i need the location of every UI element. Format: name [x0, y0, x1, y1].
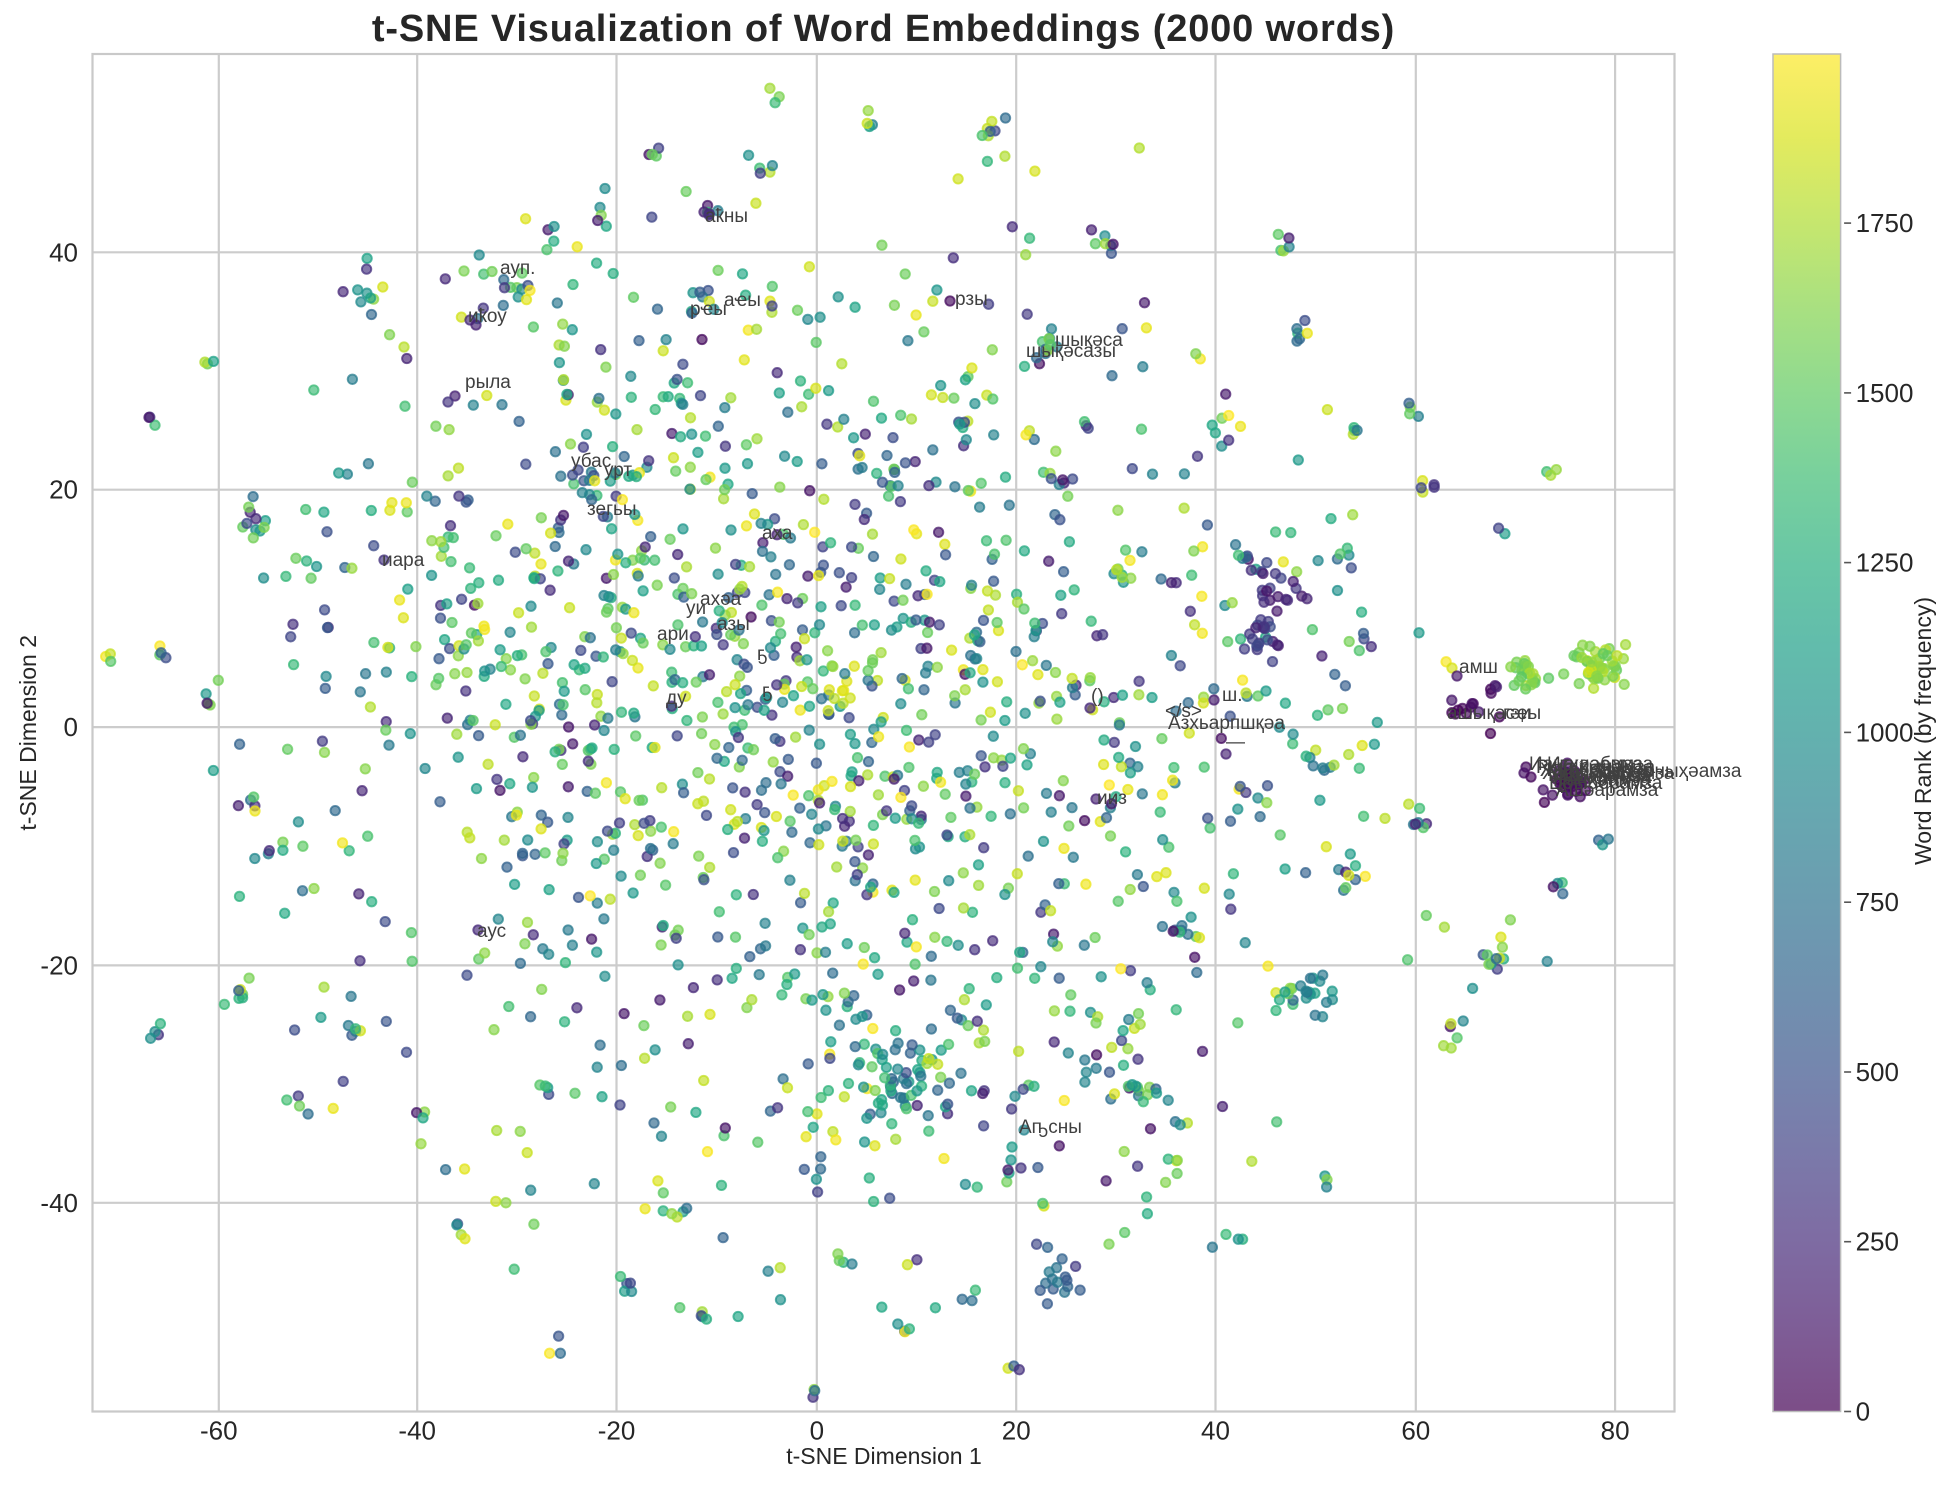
svg-text:зегьы: зегьы: [587, 499, 637, 520]
svg-text:Нанҳәамза: Нанҳәамза: [1553, 770, 1651, 791]
svg-text:Жәабранмза: Жәабранмза: [1540, 760, 1654, 781]
svg-text:250: 250: [1856, 1227, 1899, 1257]
svg-text:t-SNE Dimension 1: t-SNE Dimension 1: [786, 1443, 982, 1469]
svg-text:аҟны: аҟны: [705, 206, 748, 227]
svg-text:ахәа: ахәа: [700, 589, 742, 610]
svg-text:-40: -40: [398, 1416, 436, 1446]
svg-text:шықәса: шықәса: [1055, 330, 1123, 351]
svg-text:Ажьырныҳәамза: Ажьырныҳәамза: [1595, 761, 1742, 782]
svg-text:уи: уи: [686, 598, 706, 619]
svg-text:Азхьарпшқәа: Азхьарпшқәа: [1168, 713, 1285, 734]
svg-text:ш.: ш.: [1222, 685, 1243, 706]
svg-text:аус: аус: [477, 921, 506, 942]
svg-text:0: 0: [810, 1416, 824, 1446]
svg-text:750: 750: [1856, 887, 1899, 917]
svg-text:ду: ду: [666, 688, 687, 709]
svg-text:ауп.: ауп.: [500, 258, 535, 279]
svg-text:рыла: рыла: [465, 372, 511, 393]
svg-text:-40: -40: [40, 1188, 78, 1218]
svg-text:40: 40: [49, 237, 78, 267]
svg-text:Аҧсны: Аҧсны: [1019, 1117, 1082, 1138]
svg-text:0: 0: [64, 712, 78, 742]
svg-text:80: 80: [1601, 1416, 1630, 1446]
svg-text:—: —: [1226, 732, 1245, 753]
svg-text:Хәажәкырамза: Хәажәкырамза: [1542, 763, 1675, 784]
svg-text:ҕ: ҕ: [762, 681, 772, 702]
svg-text:0: 0: [1856, 1397, 1870, 1427]
svg-text:60: 60: [1401, 1416, 1430, 1446]
svg-text:ииз: ииз: [1097, 788, 1127, 809]
svg-text:500: 500: [1856, 1057, 1899, 1087]
svg-text:убас: убас: [571, 451, 611, 472]
svg-text:-20: -20: [40, 950, 78, 980]
svg-text:иара: иара: [382, 550, 425, 571]
svg-text:иҟоу: иҟоу: [468, 306, 507, 327]
svg-text:40: 40: [1201, 1416, 1230, 1446]
svg-text:ашықәсҿы: ашықәсҿы: [1447, 703, 1541, 724]
svg-text:</s>: </s>: [1165, 701, 1202, 722]
svg-text:Word Rank (by frequency): Word Rank (by frequency): [1910, 597, 1936, 865]
svg-text:амш: амш: [1459, 657, 1498, 678]
svg-text:Лаҵарамза: Лаҵарамза: [1551, 767, 1651, 788]
svg-text:-20: -20: [598, 1416, 636, 1446]
svg-text:-60: -60: [200, 1416, 238, 1446]
svg-text:шықәсазы: шықәсазы: [1026, 341, 1116, 362]
svg-text:азы: азы: [717, 614, 750, 635]
svg-text:1750: 1750: [1856, 208, 1914, 238]
svg-text:(): (): [1091, 686, 1104, 707]
svg-text:Мшаҧымза: Мшаҧымза: [1548, 765, 1652, 786]
svg-text:аҽы: аҽы: [724, 290, 761, 311]
svg-text:аха: аха: [762, 523, 793, 544]
svg-text:гәи: гәи: [1503, 703, 1531, 724]
svg-text:1500: 1500: [1856, 378, 1914, 408]
svg-text:Рыҧхынамза: Рыҧхынамза: [1536, 757, 1656, 778]
svg-text:20: 20: [1002, 1416, 1031, 1446]
svg-text:1000: 1000: [1856, 717, 1914, 747]
svg-text:t-SNE Visualization of Word Em: t-SNE Visualization of Word Embeddings (…: [372, 8, 1395, 50]
svg-text:20: 20: [49, 475, 78, 505]
svg-text:Итҳәабамза: Итҳәабамза: [1547, 754, 1654, 775]
svg-text:Ианашәамза: Ианашәамза: [1529, 754, 1643, 775]
svg-text:ари: ари: [657, 624, 689, 645]
svg-text:рзы: рзы: [955, 289, 988, 310]
svg-text:Цәыббрамза: Цәыббрамза: [1549, 773, 1663, 794]
svg-text:1250: 1250: [1856, 548, 1914, 578]
svg-text:Ашәарамза: Ашәарамза: [1556, 780, 1659, 801]
svg-text:ҕ: ҕ: [757, 644, 767, 665]
svg-text:t-SNE Dimension 2: t-SNE Dimension 2: [15, 635, 41, 831]
svg-text:урт: урт: [604, 460, 632, 481]
svg-text:рҽы: рҽы: [690, 299, 727, 320]
